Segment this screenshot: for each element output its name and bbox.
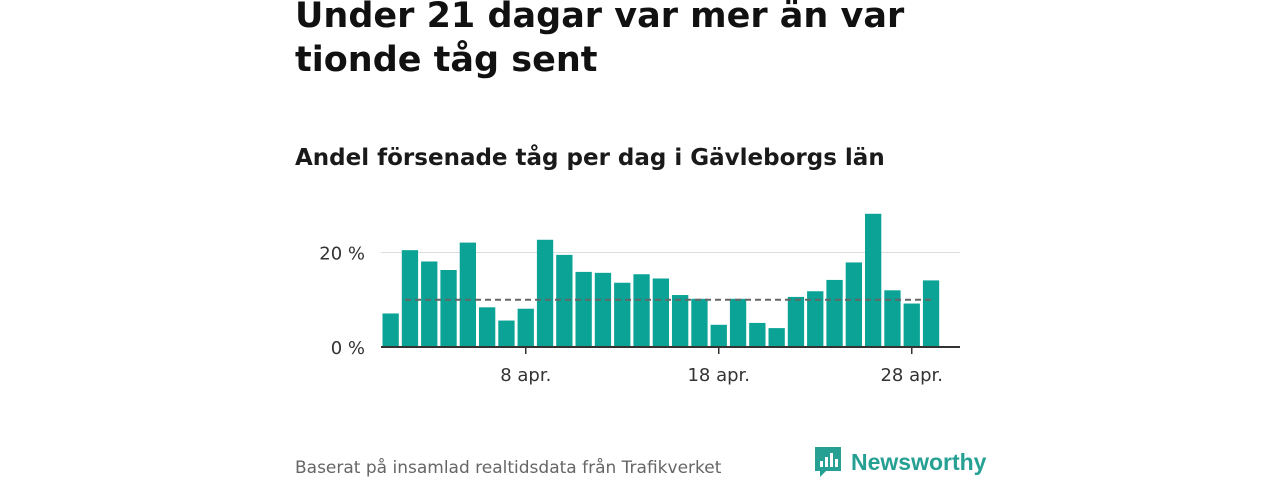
bar	[652, 278, 669, 347]
bar	[807, 291, 824, 347]
bar	[903, 303, 920, 347]
bar	[884, 290, 901, 347]
bar	[401, 250, 419, 347]
bar	[749, 322, 766, 347]
bar	[691, 298, 708, 347]
bar	[382, 313, 399, 347]
bar	[826, 279, 843, 347]
bar-chart-speech-bubble-icon	[815, 447, 841, 477]
bar	[575, 271, 592, 347]
chart-title: Under 21 dagar var mer än var tionde tåg…	[295, 0, 905, 80]
bar	[498, 320, 515, 347]
x-tick-label: 28 apr.	[880, 365, 943, 386]
bar	[768, 328, 785, 347]
bar	[517, 308, 534, 347]
y-tick-label: 0 %	[331, 338, 365, 359]
bar	[614, 282, 631, 347]
logo-text: Newsworthy	[851, 449, 987, 475]
bar	[536, 239, 554, 347]
bars	[382, 213, 940, 347]
bar	[865, 213, 882, 347]
source-note: Baserat på insamlad realtidsdata från Tr…	[295, 458, 722, 478]
bar	[710, 324, 727, 347]
bar	[594, 272, 612, 347]
x-tick-label: 18 apr.	[687, 365, 750, 386]
bar	[556, 254, 573, 347]
x-tick-label: 8 apr.	[500, 365, 551, 386]
bar	[922, 280, 940, 347]
bar	[672, 295, 689, 347]
bar	[787, 296, 805, 347]
bar	[729, 298, 747, 347]
chart-subtitle: Andel försenade tåg per dag i Gävleborgs…	[295, 145, 885, 171]
bar	[633, 274, 650, 347]
bar	[845, 262, 862, 347]
bar	[479, 307, 496, 347]
bar	[421, 261, 438, 347]
axis-ticks: 0 % 20 % 8 apr. 18 apr. 28 apr.	[319, 244, 943, 386]
bar	[440, 269, 457, 347]
y-tick-label: 20 %	[319, 244, 365, 265]
newsworthy-logo: Newsworthy	[813, 445, 986, 479]
bar	[459, 242, 476, 347]
bar-chart: 0 % 20 % 8 apr. 18 apr. 28 apr.	[319, 213, 960, 386]
